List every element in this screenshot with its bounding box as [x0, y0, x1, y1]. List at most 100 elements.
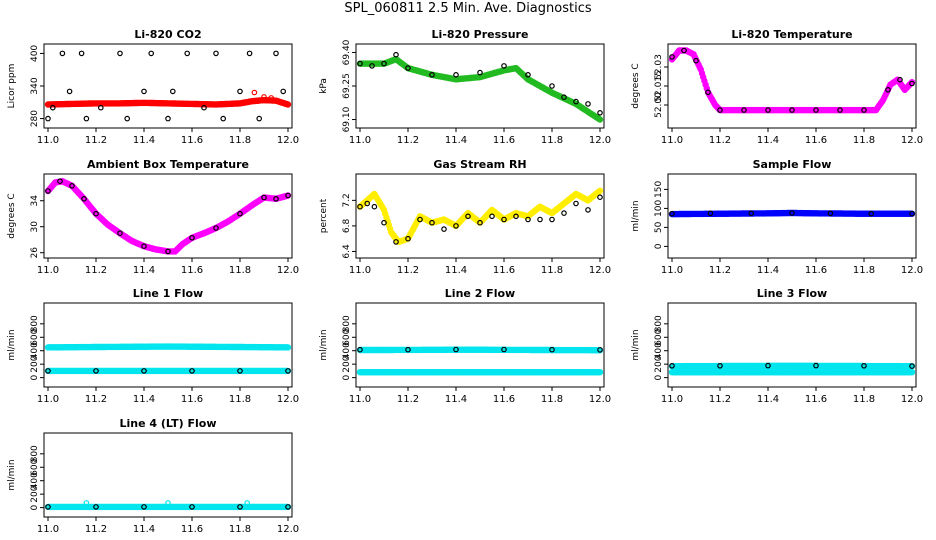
data-point	[284, 101, 292, 108]
x-tick-label: 11.4	[757, 265, 779, 276]
y-tick-label: 400	[654, 342, 664, 359]
data-point	[285, 192, 291, 199]
y-tick-label: 150	[654, 181, 664, 198]
data-point	[868, 210, 875, 217]
y-tick-label: 600	[654, 328, 664, 345]
series-co2-outliers	[251, 89, 275, 101]
data-point	[789, 107, 795, 113]
x-tick-label: 12.0	[901, 135, 923, 146]
y-tick-label: 340	[30, 77, 40, 94]
data-point	[184, 50, 191, 57]
data-point	[93, 368, 99, 374]
y-tick-label: 50	[654, 221, 664, 233]
x-tick-label: 11.4	[445, 135, 467, 146]
data-point	[49, 104, 56, 111]
series-line-2-flow-2-5-min	[356, 346, 604, 354]
data-point	[573, 200, 579, 207]
y-tick-label: 100	[654, 200, 664, 217]
data-point	[165, 248, 171, 255]
x-tick-label: 11.8	[853, 265, 875, 276]
x-tick-label: 11.6	[493, 394, 515, 405]
x-tick-label: 12.0	[277, 524, 299, 535]
y-tick-label: 200	[30, 355, 40, 372]
data-point	[885, 87, 891, 93]
x-tick-label: 11.0	[37, 524, 59, 535]
x-tick-label: 11.2	[85, 265, 107, 276]
chart-panel-7: Line 1 Flow 11.0 11.2 11.4 11.6 11.8 12.0 0 2004…	[7, 287, 299, 405]
y-tick-label: 200	[30, 485, 40, 502]
plot-area	[356, 187, 604, 246]
data-point	[549, 346, 555, 353]
y-axis-label: ml/min	[631, 329, 641, 360]
data-point	[284, 344, 292, 351]
data-point	[357, 60, 363, 67]
data-point	[83, 115, 90, 122]
x-tick-label: 11.2	[709, 394, 731, 405]
series-line-2-flow-1-hr	[357, 346, 603, 353]
data-point	[124, 115, 131, 122]
data-point	[83, 500, 90, 506]
series-line-4-flow-spikes	[83, 500, 251, 506]
data-point	[597, 110, 603, 116]
plot-area	[668, 362, 916, 376]
data-point	[405, 235, 411, 242]
y-tick-label: 600	[30, 328, 40, 345]
data-point	[693, 57, 699, 64]
data-point	[57, 178, 63, 185]
x-tick-label: 11.6	[805, 265, 827, 276]
x-tick-label: 11.4	[133, 524, 155, 535]
y-tick-label: 52.015	[654, 70, 664, 102]
y-axis-label: kPa	[319, 78, 329, 94]
y-tick-label: 200	[342, 355, 352, 372]
data-point	[537, 216, 543, 223]
data-point	[669, 210, 675, 217]
data-point	[908, 78, 916, 86]
x-tick-label: 11.2	[85, 524, 107, 535]
data-point	[909, 80, 915, 87]
series-line-3-flow-1-hr	[669, 362, 915, 369]
data-point	[237, 88, 243, 95]
chart-title: Li-820 CO2	[134, 28, 201, 41]
y-tick-label: 6.4	[342, 244, 352, 259]
plot-area	[44, 50, 292, 122]
plot-frame	[43, 302, 293, 388]
chart-panel-1: Li-820 CO2 11.0 11.2 11.4 11.6 11.8 12.0 280 340…	[7, 28, 299, 146]
y-tick-label: 400	[30, 472, 40, 489]
series-box-temperature-1-hr	[45, 178, 291, 255]
data-point	[897, 76, 903, 83]
plot-area	[668, 47, 916, 114]
data-point	[837, 107, 843, 113]
data-point	[765, 107, 771, 113]
data-point	[261, 94, 267, 100]
data-point	[357, 346, 363, 353]
data-point	[256, 115, 263, 122]
data-point	[748, 210, 755, 217]
x-tick-label: 11.0	[37, 394, 59, 405]
data-point	[596, 187, 604, 194]
y-axis-label: ml/min	[7, 459, 17, 490]
plot-area	[356, 346, 604, 376]
series-rh-2-5-min	[356, 187, 604, 246]
data-point	[813, 362, 819, 369]
data-point	[148, 50, 155, 57]
series-line-1-flow-2-5-min-low-	[44, 367, 292, 375]
data-point	[597, 347, 603, 353]
series-co2-high-range-points	[45, 50, 287, 122]
data-point	[827, 210, 834, 217]
x-tick-label: 12.0	[589, 394, 611, 405]
data-point	[141, 243, 147, 250]
chart-title: Sample Flow	[753, 158, 832, 171]
data-point	[669, 362, 675, 369]
data-point	[69, 183, 75, 189]
data-point	[170, 88, 176, 95]
y-tick-label: 0	[30, 374, 40, 380]
plot-frame	[355, 43, 605, 129]
data-point	[45, 188, 51, 194]
x-tick-label: 11.0	[37, 265, 59, 276]
x-tick-label: 11.6	[181, 265, 203, 276]
y-tick-label: 400	[30, 342, 40, 359]
chart-panel-10: Line 4 (LT) Flow 11.0 11.2 11.4 11.6 11.8 12.0…	[7, 417, 299, 535]
chart-panel-3: Li-820 Temperature 11.0 11.2 11.4 11.6 11.8 12…	[631, 28, 923, 146]
series-sample-flow-1-hr	[669, 210, 915, 217]
